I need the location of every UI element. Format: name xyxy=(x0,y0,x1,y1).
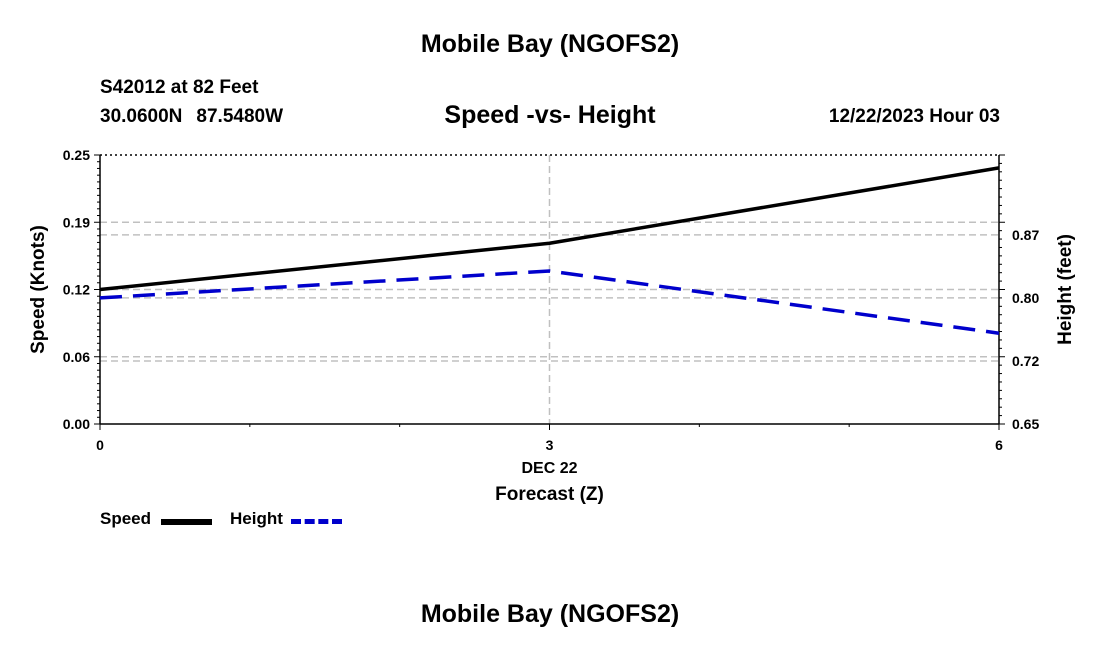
left-tick-label: 0.19 xyxy=(63,214,90,230)
x-date-label: DEC 22 xyxy=(521,460,577,477)
left-tick-label: 0.06 xyxy=(63,349,90,365)
right-tick-label: 0.87 xyxy=(1012,227,1039,243)
left-tick-label: 0.25 xyxy=(63,147,90,163)
left-tick-label: 0.00 xyxy=(63,416,90,432)
latitude: 30.0600N xyxy=(100,106,183,127)
legend-height-label: Height xyxy=(230,509,283,528)
y-axis-right-label: Height (feet) xyxy=(1055,234,1076,345)
x-tick-label: 0 xyxy=(96,437,104,453)
legend-height-swatch xyxy=(291,519,342,524)
coordinates: 30.0600N 87.5480W xyxy=(100,106,283,128)
chart-subtitle: Speed -vs- Height xyxy=(444,101,656,129)
x-axis-label: Forecast (Z) xyxy=(495,484,604,505)
height-series-line xyxy=(99,269,1000,335)
speed-series-line xyxy=(99,166,1000,292)
x-tick-label: 3 xyxy=(546,437,554,453)
legend-speed-swatch xyxy=(161,519,212,525)
timestamp: 12/22/2023 Hour 03 xyxy=(828,106,1000,127)
right-tick-label: 0.72 xyxy=(1012,353,1039,369)
legend-speed-label: Speed xyxy=(100,509,152,528)
right-tick-label: 0.80 xyxy=(1012,290,1039,306)
x-tick-label: 6 xyxy=(995,437,1003,453)
y-axis-left-label: Speed (Knots) xyxy=(28,225,49,354)
main-title: Mobile Bay (NGOFS2) xyxy=(420,30,680,58)
longitude: 87.5480W xyxy=(196,106,284,127)
station-label: S42012 at 82 Feet xyxy=(100,77,259,98)
right-tick-label: 0.65 xyxy=(1012,416,1039,432)
footer-title: Mobile Bay (NGOFS2) xyxy=(420,600,680,628)
left-tick-label: 0.12 xyxy=(63,282,90,298)
